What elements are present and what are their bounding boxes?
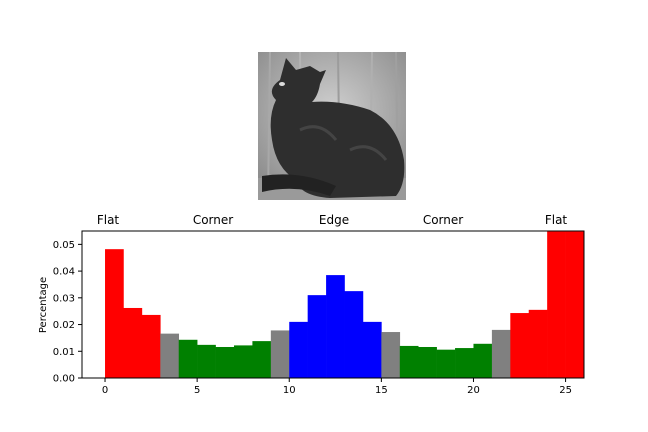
bar-10 xyxy=(289,322,308,378)
bar-15 xyxy=(381,332,400,378)
y-tick-label: 0.03 xyxy=(53,293,75,304)
bar-13 xyxy=(345,291,364,378)
bar-17 xyxy=(418,347,437,378)
cat-photo xyxy=(258,52,406,200)
bar-1 xyxy=(123,308,142,378)
y-tick-label: 0.04 xyxy=(53,267,75,278)
bar-12 xyxy=(326,275,345,378)
bar-9 xyxy=(271,330,290,378)
bar-19 xyxy=(455,348,474,378)
bar-6 xyxy=(216,347,235,378)
y-tick-label: 0.02 xyxy=(53,320,75,331)
y-axis: 0.00 0.01 0.02 0.03 0.04 0.05 xyxy=(53,240,82,385)
region-label-edge: Edge xyxy=(319,213,349,227)
bar-21 xyxy=(492,330,511,378)
region-label-flat-right: Flat xyxy=(545,213,568,227)
y-tick-label: 0.00 xyxy=(53,374,75,385)
x-tick-label: 5 xyxy=(194,385,200,396)
x-tick-label: 10 xyxy=(283,385,296,396)
bar-20 xyxy=(473,344,492,378)
bar-7 xyxy=(234,345,253,378)
bar-5 xyxy=(197,345,216,378)
x-axis: 0 5 10 15 20 25 xyxy=(102,378,572,396)
bar-11 xyxy=(308,295,327,378)
bar-16 xyxy=(400,346,419,378)
bar-22 xyxy=(510,313,529,378)
bar-3 xyxy=(160,334,179,378)
x-tick-label: 20 xyxy=(467,385,480,396)
region-label-flat-left: Flat xyxy=(97,213,120,227)
y-tick-label: 0.05 xyxy=(53,240,75,251)
bar-2 xyxy=(142,315,161,378)
region-label-corner-right: Corner xyxy=(423,213,463,227)
bar-23 xyxy=(529,310,548,378)
y-axis-title: Percentage xyxy=(38,277,49,333)
bar-18 xyxy=(437,350,456,378)
x-tick-label: 15 xyxy=(375,385,388,396)
x-tick-label: 0 xyxy=(102,385,108,396)
bar-25 xyxy=(566,232,585,378)
x-tick-label: 25 xyxy=(559,385,572,396)
bar-4 xyxy=(179,340,198,378)
bar-8 xyxy=(252,341,271,378)
bars-group xyxy=(105,232,584,378)
histogram-chart: 0 5 10 15 20 25 0.00 0.01 0.02 0.03 0.04 0.05 Perc… xyxy=(38,231,584,396)
bar-0 xyxy=(105,249,124,378)
y-tick-label: 0.01 xyxy=(53,347,75,358)
bar-14 xyxy=(363,322,382,378)
region-label-corner-left: Corner xyxy=(193,213,233,227)
bar-24 xyxy=(547,232,566,378)
